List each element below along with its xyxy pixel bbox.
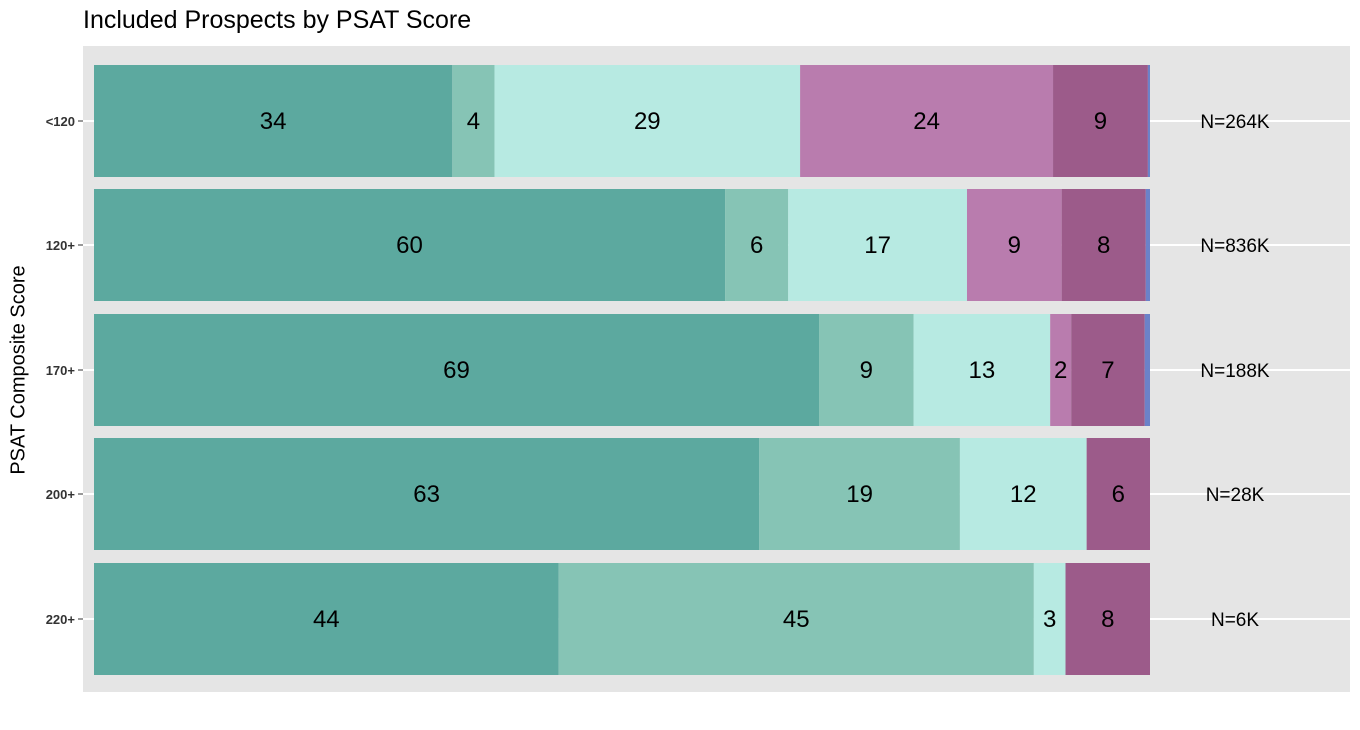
segment-value-label: 17 — [864, 232, 891, 259]
n-label: N=836K — [1200, 236, 1270, 257]
bar-segment — [725, 189, 789, 301]
y-tick-label: 170+ — [46, 363, 76, 378]
bar-segment — [1050, 314, 1072, 426]
segment-value-label: 9 — [860, 357, 873, 384]
bar-segment — [1033, 563, 1066, 675]
bar-segment — [966, 189, 1062, 301]
bar-segment — [788, 189, 967, 301]
segment-value-label: 2 — [1054, 357, 1067, 384]
bar-segment — [913, 314, 1051, 426]
segment-value-label: 12 — [1010, 481, 1037, 508]
bar-segment — [800, 65, 1054, 177]
segment-value-label: 60 — [396, 232, 423, 259]
segment-value-label: 7 — [1101, 357, 1114, 384]
n-label: N=28K — [1206, 485, 1265, 506]
bar-segment — [94, 65, 453, 177]
bar-segment — [1147, 65, 1150, 177]
y-tick-label: 120+ — [46, 238, 76, 253]
bar-segment — [1071, 314, 1145, 426]
segment-value-label: 8 — [1101, 606, 1114, 633]
chart-title: Included Prospects by PSAT Score — [83, 6, 472, 34]
bar-segment — [94, 189, 726, 301]
segment-value-label: 44 — [313, 606, 340, 633]
y-tick-label: 200+ — [46, 487, 76, 502]
y-tick-label: 220+ — [46, 612, 76, 627]
y-ticks-group: <120 120+ 170+ 200+ 220+ — [46, 114, 83, 627]
bar-segment — [1053, 65, 1148, 177]
segment-value-label: 69 — [443, 357, 470, 384]
bar-segment — [819, 314, 914, 426]
y-tick-label: <120 — [46, 114, 75, 129]
bar-segment — [452, 65, 495, 177]
n-label: N=6K — [1211, 610, 1259, 631]
bar-segment — [1065, 563, 1150, 675]
bar-segment — [94, 563, 559, 675]
bar-segment — [1061, 189, 1146, 301]
bar-segment — [494, 65, 801, 177]
bar-segment — [1145, 189, 1150, 301]
n-labels-group: N=264K N=836K N=188K N=28K N=6K — [1200, 112, 1270, 631]
bars-group — [94, 65, 1150, 675]
segment-value-label: 9 — [1008, 232, 1021, 259]
bar-segment — [959, 438, 1087, 550]
segment-value-label: 45 — [783, 606, 810, 633]
segment-value-label: 6 — [1112, 481, 1125, 508]
bar-segment — [94, 314, 820, 426]
n-label: N=188K — [1200, 361, 1270, 382]
segment-value-label: 34 — [260, 108, 287, 135]
segment-value-label: 8 — [1097, 232, 1110, 259]
bar-segment — [94, 438, 760, 550]
segment-value-label: 29 — [634, 108, 661, 135]
segment-value-label: 3 — [1043, 606, 1056, 633]
bar-segment — [1086, 438, 1150, 550]
bar-segment — [1144, 314, 1150, 426]
segment-labels-group: 34 4 29 24 9 60 6 17 9 8 69 9 13 2 7 63 19 12 6 44 45 3 8 — [260, 108, 1125, 633]
bar-segment — [759, 438, 960, 550]
segment-value-label: 19 — [846, 481, 873, 508]
segment-value-label: 9 — [1094, 108, 1107, 135]
segment-value-label: 63 — [413, 481, 440, 508]
bar-segment — [558, 563, 1034, 675]
n-label: N=264K — [1200, 112, 1270, 133]
segment-value-label: 4 — [467, 108, 480, 135]
segment-value-label: 24 — [913, 108, 940, 135]
segment-value-label: 6 — [750, 232, 763, 259]
segment-value-label: 13 — [969, 357, 996, 384]
